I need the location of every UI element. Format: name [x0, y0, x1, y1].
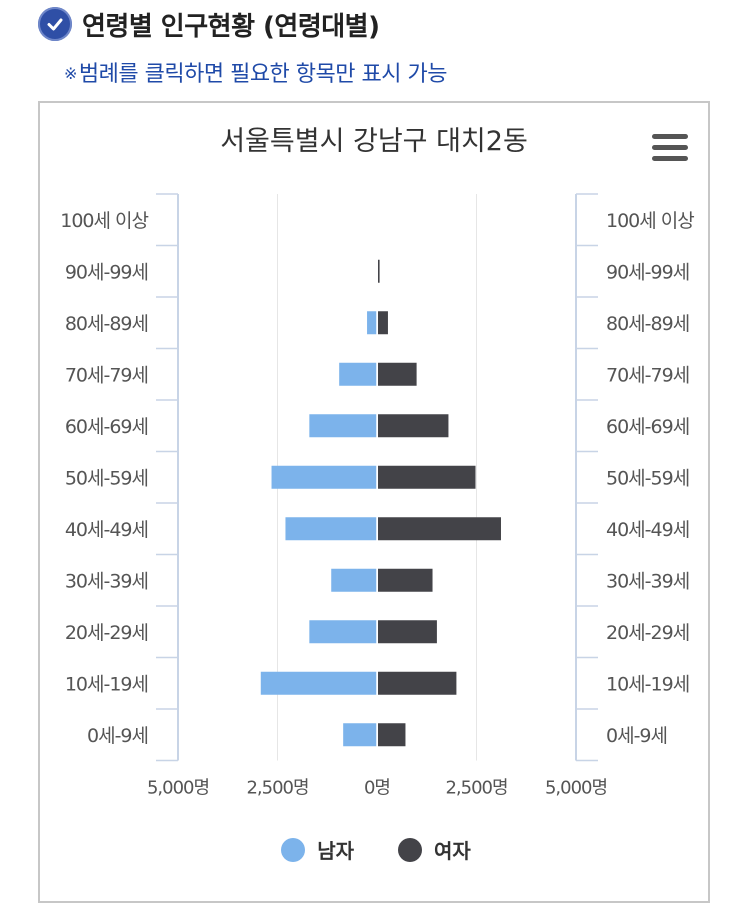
- female-bar: [378, 259, 380, 283]
- section-header: 연령별 인구현황 (연령대별): [38, 4, 380, 44]
- female-bar: [378, 671, 457, 695]
- right-category-label: 70세-79세: [606, 364, 689, 386]
- left-category-label: 90세-99세: [65, 261, 148, 283]
- female-bar: [378, 311, 388, 335]
- legend-label-male: 남자: [317, 839, 354, 863]
- check-circle-icon: [38, 7, 72, 41]
- male-bar: [309, 414, 377, 438]
- male-bar: [271, 465, 377, 489]
- legend-item-female[interactable]: 여자: [398, 835, 471, 864]
- right-category-label: 100세 이상: [606, 210, 694, 232]
- legend-label-female: 여자: [434, 839, 471, 863]
- left-category-label: 20세-29세: [65, 622, 148, 644]
- x-tick-label: 2,500명: [246, 778, 308, 799]
- right-category-label: 90세-99세: [606, 261, 689, 283]
- female-bar: [378, 620, 437, 644]
- male-bar: [343, 723, 377, 747]
- legend-dot-male: [281, 837, 306, 862]
- left-category-label: 40세-49세: [65, 519, 148, 541]
- legend-item-male[interactable]: 남자: [281, 835, 354, 864]
- left-category-label: 70세-79세: [65, 364, 148, 386]
- male-bar: [339, 362, 377, 386]
- female-bar: [378, 517, 501, 541]
- right-category-label: 80세-89세: [606, 313, 689, 335]
- female-bar: [378, 414, 449, 438]
- chart-title: 서울특별시 강남구 대치2동: [220, 126, 528, 157]
- notice-text: 범례를 클릭하면 필요한 항목만 표시 가능: [78, 62, 448, 87]
- chart-canvas: 서울특별시 강남구 대치2동 100세 이상 100세 이상 90세-99세 90세-9…: [60, 126, 695, 799]
- x-tick-label: 0명: [364, 778, 390, 799]
- right-category-label: 20세-29세: [606, 622, 689, 644]
- right-category-label: 40세-49세: [606, 519, 689, 541]
- x-tick-label: 5,000명: [545, 778, 607, 799]
- right-category-label: 50세-59세: [606, 467, 689, 489]
- legend-notice: ※범례를 클릭하면 필요한 항목만 표시 가능: [64, 56, 447, 88]
- population-chart: 서울특별시 강남구 대치2동 100세 이상 100세 이상 90세-99세 90세-9…: [38, 101, 710, 903]
- left-category-label: 0세-9세: [87, 725, 148, 747]
- right-category-label: 60세-69세: [606, 416, 689, 438]
- right-category-label: 30세-39세: [606, 570, 689, 592]
- female-bar: [378, 362, 417, 386]
- female-bar: [378, 723, 406, 747]
- left-category-label: 30세-39세: [65, 570, 148, 592]
- male-bar: [367, 311, 377, 335]
- x-tick-label: 2,500명: [445, 778, 507, 799]
- legend-dot-female: [398, 837, 422, 862]
- hamburger-menu-icon[interactable]: [652, 134, 688, 162]
- chart-legend: 남자 여자: [40, 835, 712, 864]
- left-category-label: 100세 이상: [60, 210, 148, 232]
- male-bar: [331, 568, 377, 592]
- notice-mark: ※: [64, 64, 77, 83]
- female-bar: [378, 465, 476, 489]
- female-bar: [378, 568, 433, 592]
- right-category-label: 10세-19세: [606, 673, 689, 695]
- right-category-label: 0세-9세: [606, 725, 667, 747]
- left-category-label: 60세-69세: [65, 416, 148, 438]
- page-title: 연령별 인구현황 (연령대별): [82, 11, 380, 42]
- left-category-label: 80세-89세: [65, 313, 148, 335]
- x-tick-label: 5,000명: [147, 778, 209, 799]
- male-bar: [285, 517, 377, 541]
- male-bar: [260, 671, 377, 695]
- left-category-label: 10세-19세: [65, 673, 148, 695]
- male-bar: [309, 620, 377, 644]
- left-category-label: 50세-59세: [65, 467, 148, 489]
